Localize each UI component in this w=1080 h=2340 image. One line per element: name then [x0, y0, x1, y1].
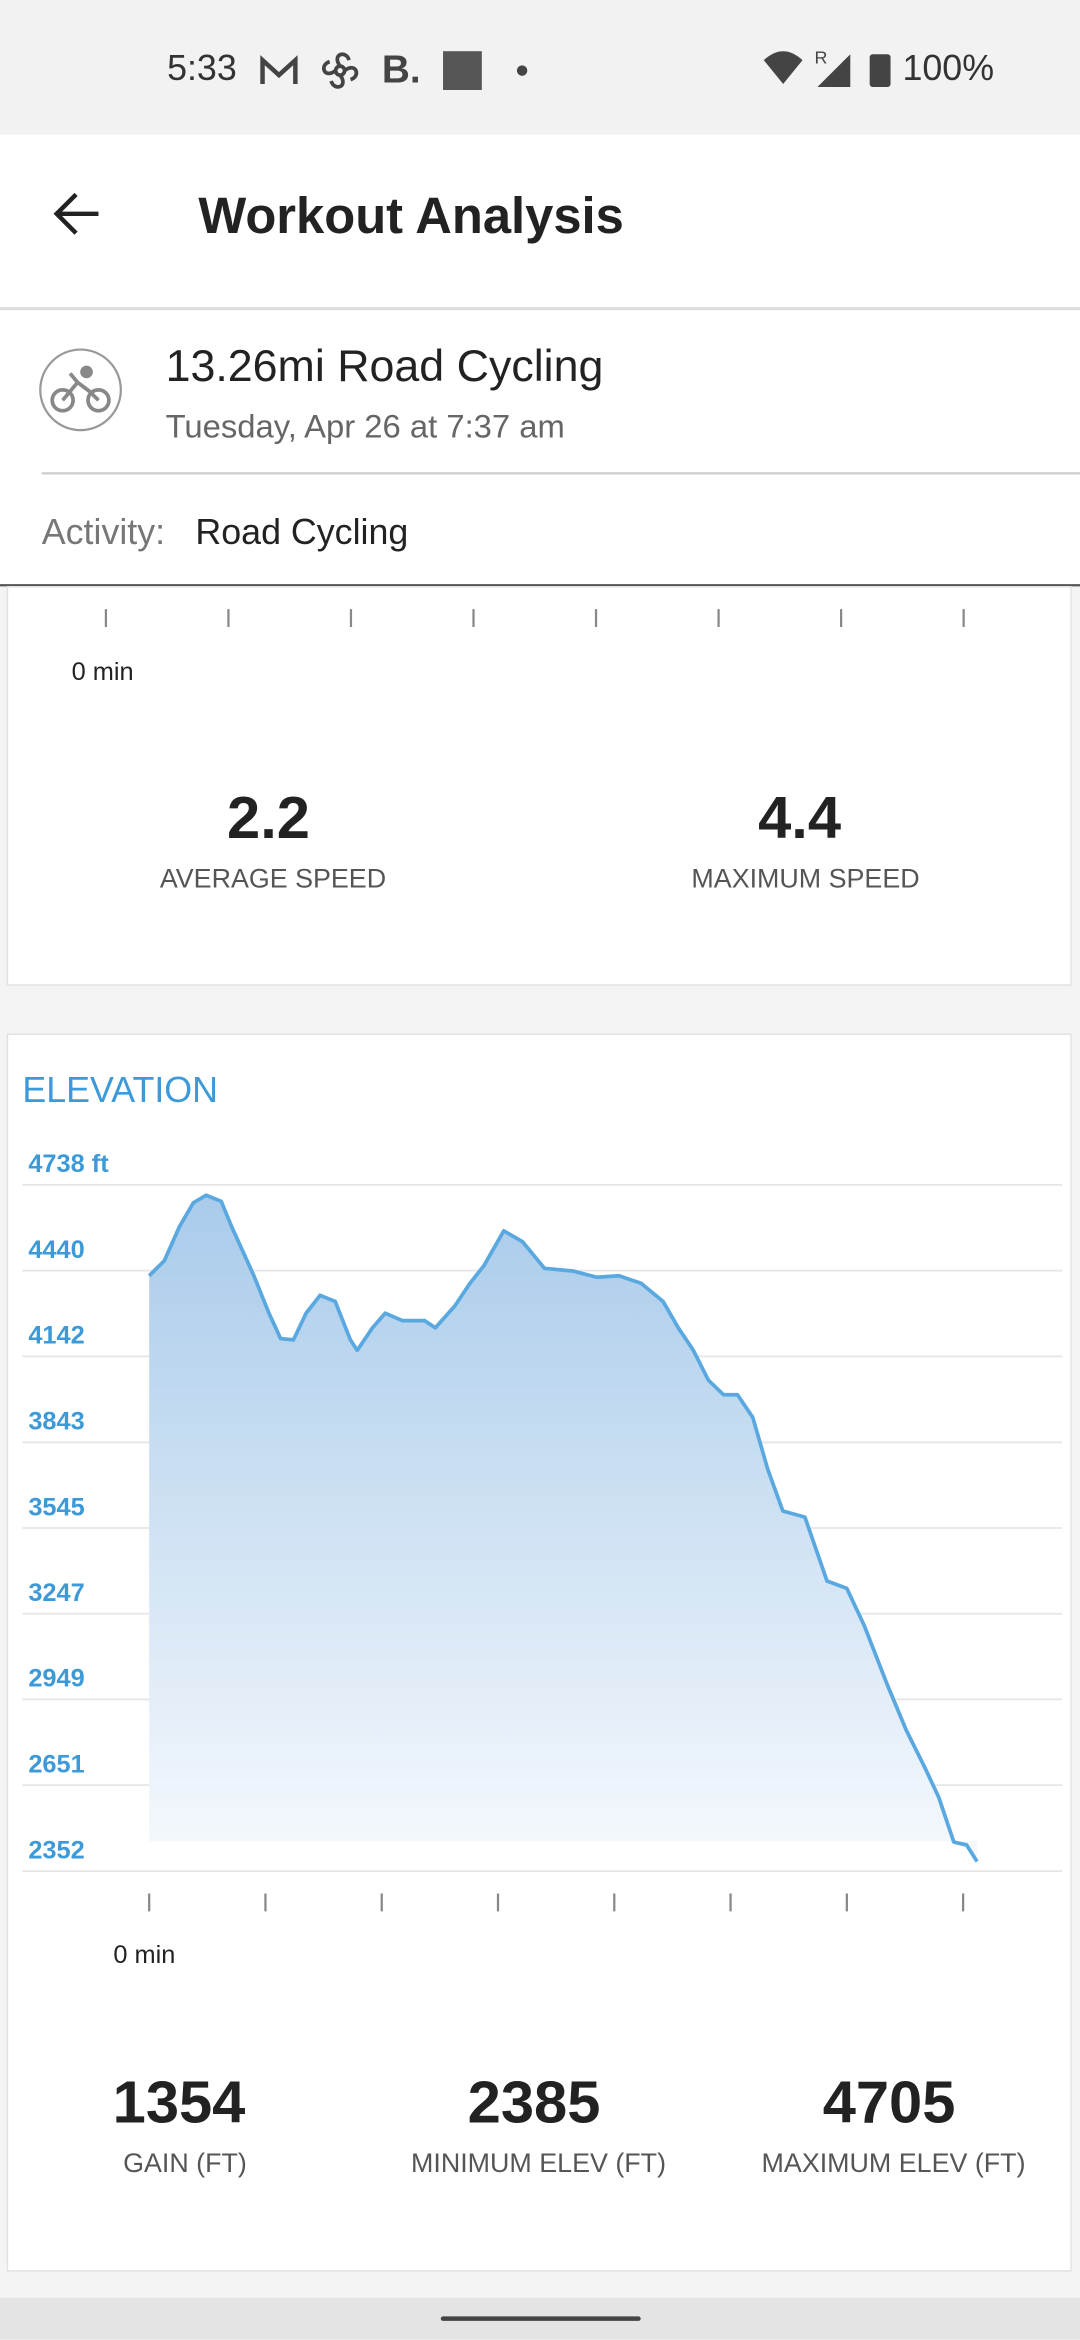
- app-bar: [0, 134, 1080, 308]
- y-tick-label: 4738 ft: [28, 1150, 109, 1178]
- mail-icon: [260, 55, 298, 85]
- y-tick-label: 3545: [28, 1493, 84, 1521]
- workout-subtitle: Tuesday, Apr 26 at 7:37 am: [166, 407, 565, 444]
- y-tick-label: 4142: [28, 1322, 84, 1350]
- wifi-icon: [763, 51, 803, 85]
- bike-icon: [50, 365, 111, 413]
- stat-value: 4.4: [758, 784, 841, 851]
- status-dot: [516, 65, 528, 76]
- battery-icon: [869, 54, 891, 88]
- battery-level: 100%: [902, 48, 994, 88]
- back-button[interactable]: [53, 192, 99, 235]
- y-tick-label: 2949: [28, 1665, 84, 1693]
- y-tick-label: 4440: [28, 1236, 84, 1264]
- pinwheel-icon: [321, 52, 359, 89]
- chart-title: ELEVATION: [22, 1070, 218, 1110]
- stat-value: 4705: [823, 2069, 956, 2136]
- elevation-chart: 4738 ft 4440 4142 3843 3545 3247 2949 2651 2352 0…: [22, 1150, 1063, 1969]
- x-tick-label: 0 min: [72, 658, 134, 686]
- workout-header: [0, 310, 1080, 586]
- y-tick-label: 2651: [28, 1750, 84, 1778]
- y-tick-label: 2352: [28, 1836, 84, 1864]
- stat-label: GAIN (FT): [123, 2148, 247, 2178]
- stat-value: 2.2: [227, 784, 310, 851]
- activity-icon: [39, 348, 122, 432]
- y-tick-label: 3843: [28, 1408, 84, 1436]
- workout-title: 13.26mi Road Cycling: [166, 341, 604, 391]
- area-fill: [149, 1195, 978, 1862]
- speed-card: [6, 585, 1072, 986]
- stat-label: MAXIMUM SPEED: [691, 864, 919, 894]
- activity-label: Activity:: [42, 512, 165, 552]
- elevation-line: [147, 1193, 979, 1863]
- stat-label: MAXIMUM ELEV (FT): [762, 2148, 1026, 2178]
- activity-value[interactable]: Road Cycling: [195, 512, 408, 552]
- status-bar: [0, 0, 1080, 135]
- status-square: [443, 51, 482, 90]
- y-tick-label: 3247: [28, 1579, 84, 1607]
- stat-value: 2385: [468, 2069, 601, 2136]
- stat-label: AVERAGE SPEED: [160, 864, 386, 894]
- app-bar-title: Workout Analysis: [198, 187, 623, 244]
- stat-value: 1354: [113, 2069, 246, 2136]
- stat-label: MINIMUM ELEV (FT): [411, 2148, 666, 2178]
- roaming: R: [814, 47, 827, 67]
- status-app-letter: B.: [382, 48, 421, 91]
- status-time: 5:33: [167, 48, 237, 88]
- x-tick-label: 0 min: [113, 1941, 175, 1969]
- speed-axis: 0 min: [72, 609, 965, 686]
